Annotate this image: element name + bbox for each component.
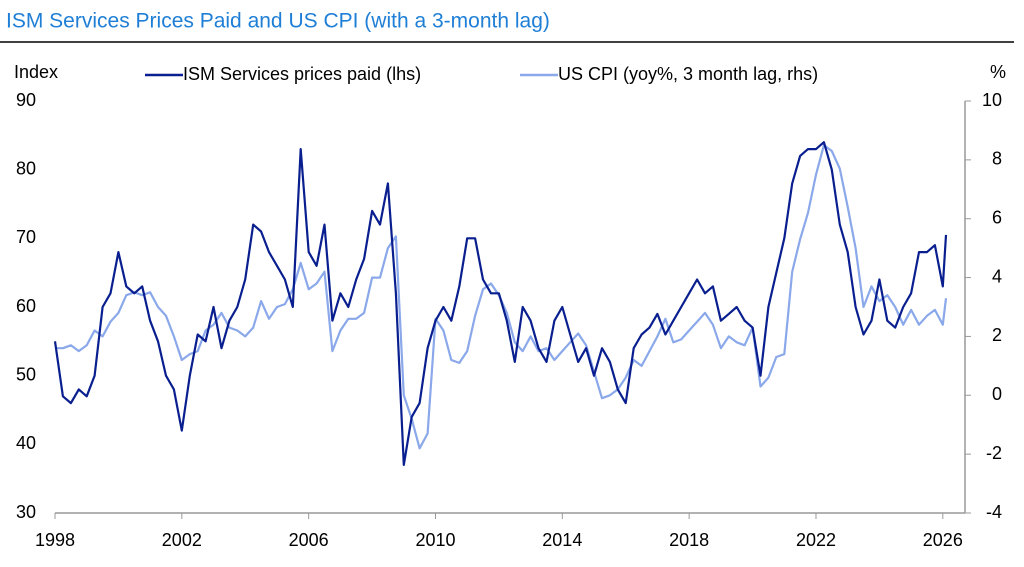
y2-tick-label: 0 <box>992 384 1002 404</box>
y2-tick-label: 2 <box>992 325 1002 345</box>
y2-tick-label: 6 <box>992 207 1002 227</box>
y2-tick-label: -4 <box>986 502 1002 522</box>
y-tick-label: 90 <box>16 90 36 110</box>
y-tick-label: 80 <box>16 158 36 178</box>
chart-title: ISM Services Prices Paid and US CPI (wit… <box>6 10 550 33</box>
y-tick-label: 30 <box>16 502 36 522</box>
y-axis-label: Index <box>14 62 58 82</box>
y2-tick-label: -2 <box>986 443 1002 463</box>
x-tick-label: 2026 <box>923 530 963 550</box>
y-tick-label: 60 <box>16 296 36 316</box>
series-line <box>53 141 948 466</box>
x-tick-label: 2014 <box>542 530 582 550</box>
legend-label: US CPI (yoy%, 3 month lag, rhs) <box>558 64 818 84</box>
x-tick-label: 2018 <box>669 530 709 550</box>
x-tick-label: 1998 <box>35 530 75 550</box>
legend-label: ISM Services prices paid (lhs) <box>183 64 421 84</box>
y2-tick-label: 10 <box>982 90 1002 110</box>
y2-tick-label: 8 <box>992 149 1002 169</box>
y2-tick-label: 4 <box>992 266 1002 286</box>
x-tick-label: 2022 <box>796 530 836 550</box>
y2-axis-label: % <box>990 62 1006 82</box>
x-tick-label: 2006 <box>289 530 329 550</box>
y-tick-label: 40 <box>16 433 36 453</box>
y-tick-label: 70 <box>16 227 36 247</box>
y-tick-label: 50 <box>16 364 36 384</box>
x-tick-label: 2002 <box>162 530 202 550</box>
x-tick-label: 2010 <box>415 530 455 550</box>
